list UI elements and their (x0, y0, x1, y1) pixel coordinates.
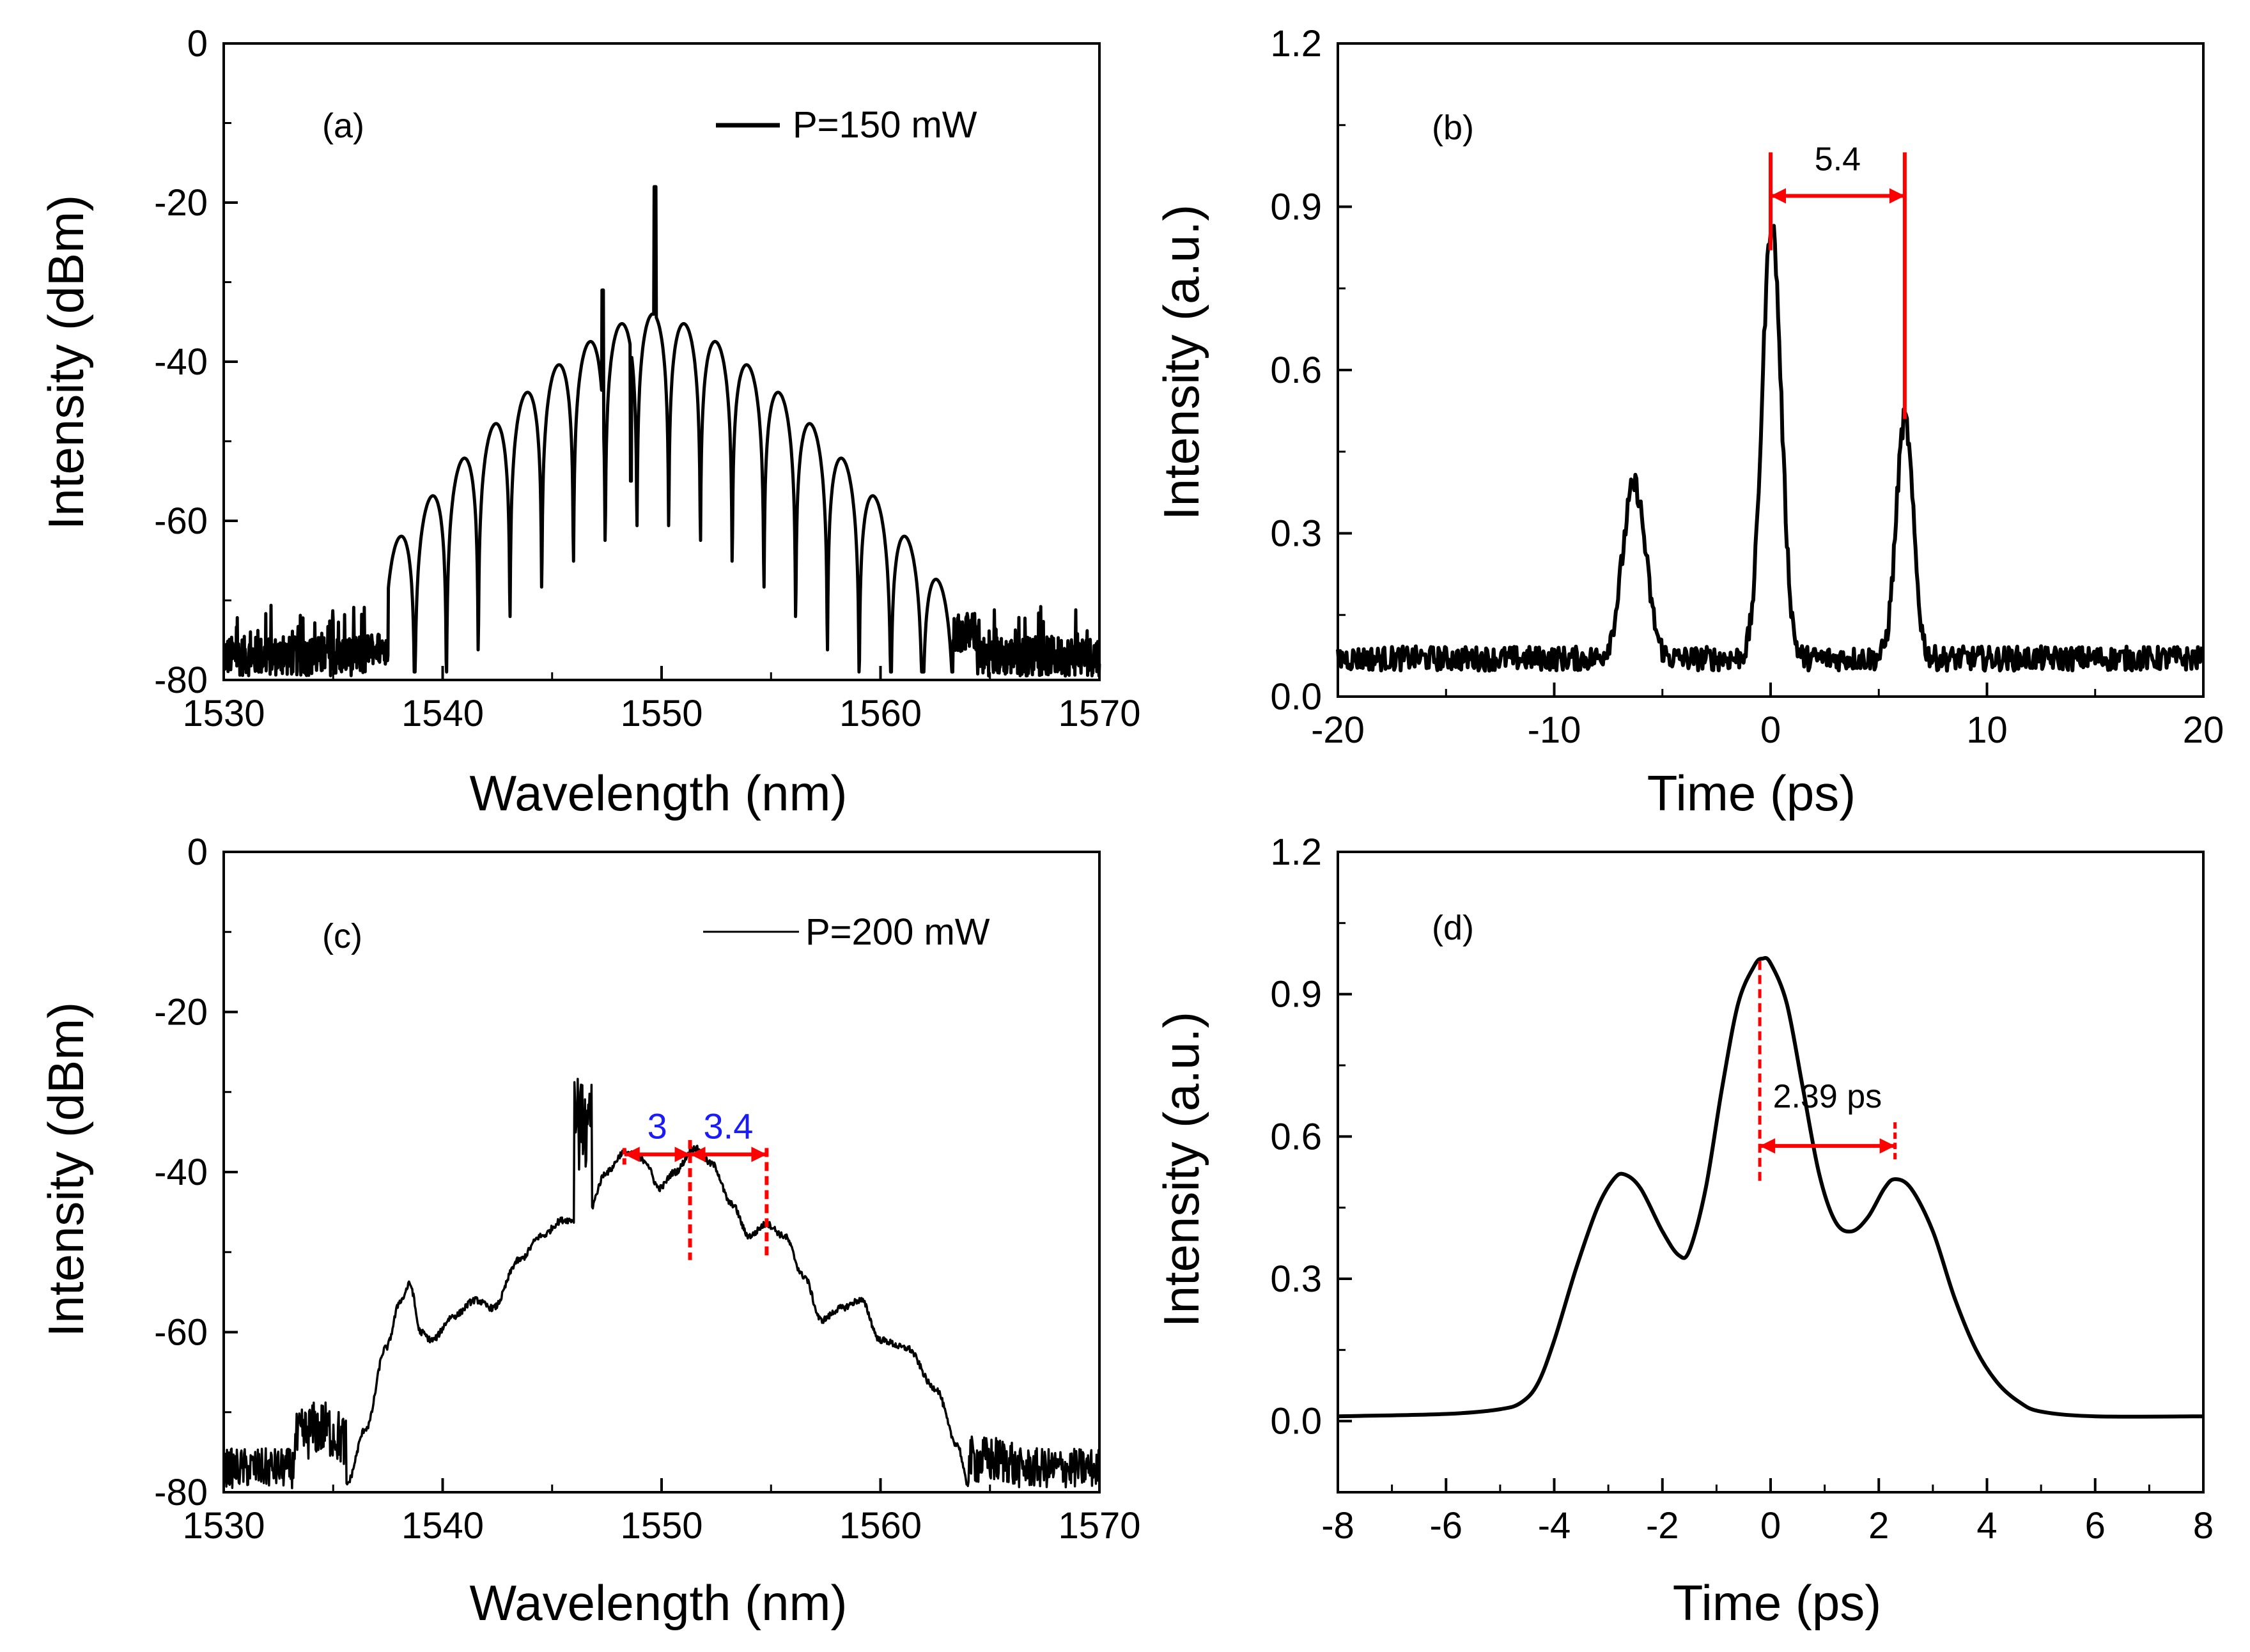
x-tick-label-d-6: 4 (1976, 1505, 1997, 1547)
spacing-label-c1: 3 (648, 1106, 667, 1146)
x-tick-label-b-0: -20 (1311, 709, 1365, 751)
x-tick-label-a-4: 1570 (1058, 693, 1140, 734)
pulse-line-d (1337, 956, 2204, 1419)
panel-a: (a) P=150 mW Wavelength (nm) Intensity (… (38, 104, 977, 821)
width-label-d: 2.39 ps (1773, 1078, 1882, 1115)
panel-label-d: (d) (1432, 909, 1474, 947)
x-tick-label-a-1: 1540 (401, 693, 484, 734)
spacing-arrow-c1-head-right (674, 1146, 690, 1162)
x-tick-label-a-2: 1550 (620, 693, 702, 734)
spacing-arrow-c2-head-left (690, 1146, 706, 1162)
x-tick-label-d-8: 8 (2193, 1505, 2214, 1547)
spacing-arrow-c2-head-right (751, 1146, 767, 1162)
y-tick-label-c-1: -60 (154, 1312, 208, 1354)
x-tick-label-d-1: -6 (1429, 1505, 1462, 1547)
y-tick-label-a-1: -60 (154, 500, 208, 542)
axes-a: 1530 1540 1550 1560 1570 -80 -60 -40 -20 0 (154, 23, 1140, 734)
x-tick-label-b-1: -10 (1528, 709, 1581, 751)
y-tick-label-d-0: 0.0 (1270, 1401, 1322, 1442)
y-tick-label-c-4: 0 (187, 831, 208, 873)
y-tick-label-d-2: 0.6 (1270, 1116, 1322, 1157)
legend-label-a: P=150 mW (793, 104, 977, 146)
y-tick-label-b-0: 0.0 (1270, 676, 1322, 718)
panel-c: (c) P=200 mW Wavelength (nm) Intensity (… (38, 911, 990, 1631)
y-tick-label-c-2: -40 (154, 1152, 208, 1193)
y-axis-title-a: Intensity (dBm) (38, 195, 94, 530)
y-tick-label-d-4: 1.2 (1270, 831, 1322, 873)
separation-label-b: 5.4 (1815, 141, 1861, 178)
x-tick-label-c-1: 1540 (401, 1505, 484, 1547)
y-axis-title-c: Intensity (dBm) (38, 1002, 94, 1337)
x-axis-title-d: Time (ps) (1673, 1575, 1881, 1631)
x-tick-label-d-0: -8 (1321, 1505, 1354, 1547)
x-tick-label-c-4: 1570 (1058, 1505, 1140, 1547)
x-tick-label-c-3: 1560 (839, 1505, 922, 1547)
x-tick-label-c-0: 1530 (182, 1505, 265, 1547)
x-axis-title-a: Wavelength (nm) (470, 765, 848, 821)
panel-label-b: (b) (1432, 109, 1474, 147)
x-tick-label-a-3: 1560 (839, 693, 922, 734)
panel-label-a: (a) (322, 107, 364, 145)
y-axis-title-b: Intensity (a.u.) (1153, 205, 1209, 520)
separation-arrow-b-head-right (1889, 188, 1905, 204)
y-tick-label-b-4: 1.2 (1270, 23, 1322, 65)
y-tick-label-a-3: -20 (154, 182, 208, 224)
x-tick-label-c-2: 1550 (620, 1505, 702, 1547)
x-tick-label-d-2: -4 (1538, 1505, 1571, 1547)
x-tick-label-d-3: -2 (1646, 1505, 1679, 1547)
y-tick-label-b-1: 0.3 (1270, 513, 1322, 555)
x-tick-label-b-2: 0 (1760, 709, 1781, 751)
panel-b: (b) Time (ps) Intensity (a.u.) (1153, 109, 1856, 821)
x-axis-title-c: Wavelength (nm) (470, 1575, 848, 1631)
y-tick-label-c-0: -80 (154, 1472, 208, 1513)
y-tick-label-a-0: -80 (154, 660, 208, 701)
spacing-label-c2: 3.4 (704, 1106, 754, 1146)
width-arrow-d-head-left (1760, 1138, 1776, 1154)
x-tick-label-b-3: 10 (1966, 709, 2008, 751)
x-tick-label-b-4: 20 (2183, 709, 2224, 751)
spacing-arrow-c1-head-left (624, 1146, 640, 1162)
x-tick-label-d-7: 6 (2085, 1505, 2106, 1547)
x-tick-label-d-4: 0 (1760, 1505, 1781, 1547)
axes-b: -20 -10 0 10 20 0.0 0.3 0.6 0.9 1.2 5.4 (1270, 23, 2224, 751)
x-tick-label-a-0: 1530 (182, 693, 265, 734)
axes-c: 1530 1540 1550 1560 1570 -80 -60 -40 -20 0 3 3.4 (154, 831, 1140, 1547)
y-tick-label-d-3: 0.9 (1270, 974, 1322, 1015)
y-tick-label-c-3: -20 (154, 992, 208, 1033)
y-tick-label-d-1: 0.3 (1270, 1258, 1322, 1300)
legend-label-c: P=200 mW (805, 911, 990, 953)
width-arrow-d-head-right (1879, 1138, 1895, 1154)
spectrum-line-c (222, 1077, 1101, 1490)
x-tick-label-d-5: 2 (1868, 1505, 1889, 1547)
y-tick-label-a-2: -40 (154, 341, 208, 383)
x-axis-title-b: Time (ps) (1647, 765, 1856, 821)
separation-arrow-b-head-left (1771, 188, 1786, 204)
panel-label-c: (c) (322, 917, 362, 955)
spectrum-line-a (222, 185, 1101, 678)
axes-d: -8 -6 -4 -2 0 2 4 6 8 0.0 0.3 0.6 0.9 1.2 2.39 ps (1270, 831, 2214, 1547)
panel-d: (d) Time (ps) Intensity (a.u.) (1153, 909, 1881, 1631)
y-tick-label-b-2: 0.6 (1270, 350, 1322, 391)
y-tick-label-a-4: 0 (187, 23, 208, 65)
y-axis-title-d: Intensity (a.u.) (1153, 1012, 1209, 1327)
y-tick-label-b-3: 0.9 (1270, 187, 1322, 228)
